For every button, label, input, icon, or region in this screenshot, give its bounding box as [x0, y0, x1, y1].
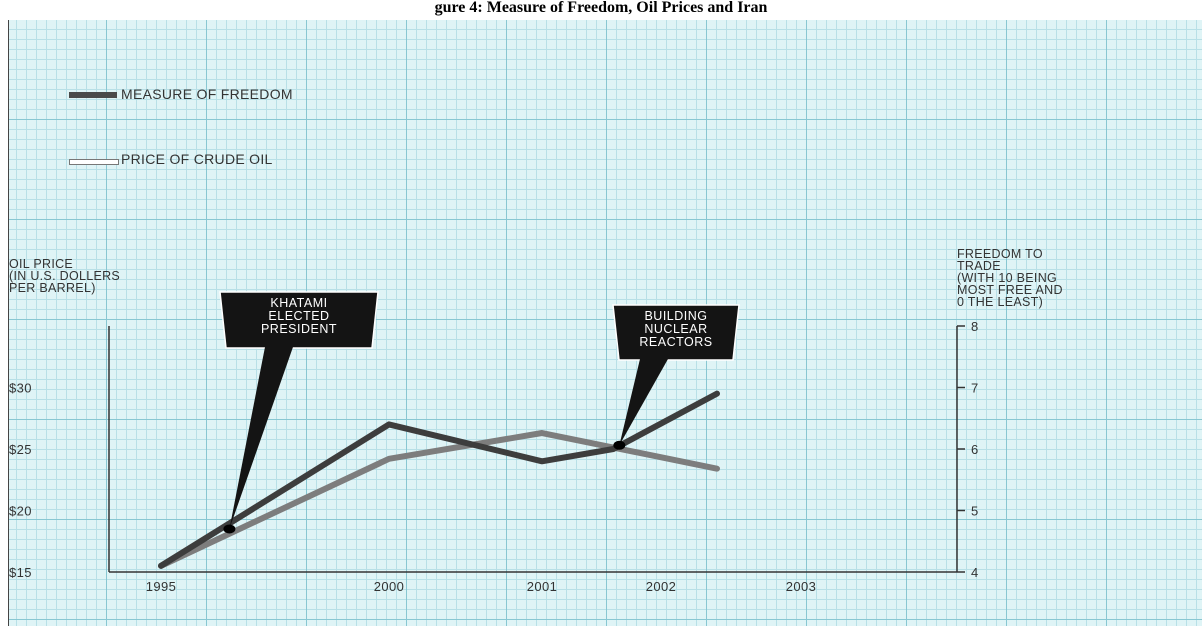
line-chart: $15 $20 $25 $30 4 5 6 7 8 1995 2000 2001 2002 2003 KH… [9, 291, 979, 594]
chart-axes: $15 $20 $25 $30 4 5 6 7 8 1995 2000 2001 2002 2003 [9, 319, 979, 594]
callout-text-line: ELECTED [268, 309, 329, 323]
callout-box [612, 304, 740, 361]
callout-dot [223, 524, 236, 534]
legend-label-freedom: MEASURE OF FREEDOM [121, 86, 293, 102]
left-tick-label: $30 [9, 381, 32, 396]
left-tick-label: $15 [9, 565, 32, 580]
left-axis-title: OIL PRICE (IN U.S. DOLLERS PER BARREL) [9, 257, 121, 295]
x-tick-label: 2000 [374, 579, 405, 594]
callout-text-line: BUILDING [644, 309, 707, 323]
x-tick-label: 2003 [786, 579, 817, 594]
legend-swatch-freedom [69, 92, 117, 98]
callout-text-line: PRESIDENT [261, 322, 337, 336]
left-tick-label: $25 [9, 442, 32, 457]
x-tick-label: 1995 [146, 579, 177, 594]
callout-text-line: KHATAMI [270, 296, 327, 310]
legend-swatch-oil [69, 159, 119, 165]
right-axis-title: FREEDOM TO TRADE (WITH 10 BEING MOST FRE… [957, 247, 1063, 309]
legend-label-oil: PRICE OF CRUDE OIL [121, 151, 273, 167]
callout-pointer [619, 359, 668, 446]
callout-box [219, 291, 379, 349]
left-tick-label: $20 [9, 504, 32, 519]
chart-panel: MEASURE OF FREEDOM PRICE OF CRUDE OIL OI… [8, 20, 1202, 626]
callout-text-line: REACTORS [639, 335, 712, 349]
right-tick-label: 7 [971, 381, 979, 396]
series-layer [158, 390, 720, 569]
series-line-freedom [158, 390, 720, 569]
x-tick-label: 2002 [646, 579, 677, 594]
callout-text-line: NUCLEAR [644, 322, 707, 336]
right-tick-label: 8 [971, 319, 979, 334]
figure-caption: gure 4: Measure of Freedom, Oil Prices a… [434, 0, 768, 16]
right-tick-label: 5 [971, 504, 979, 519]
right-tick-label: 4 [971, 565, 979, 580]
x-tick-label: 2001 [527, 579, 558, 594]
right-tick-label: 6 [971, 442, 979, 457]
callout-dot [613, 440, 626, 450]
